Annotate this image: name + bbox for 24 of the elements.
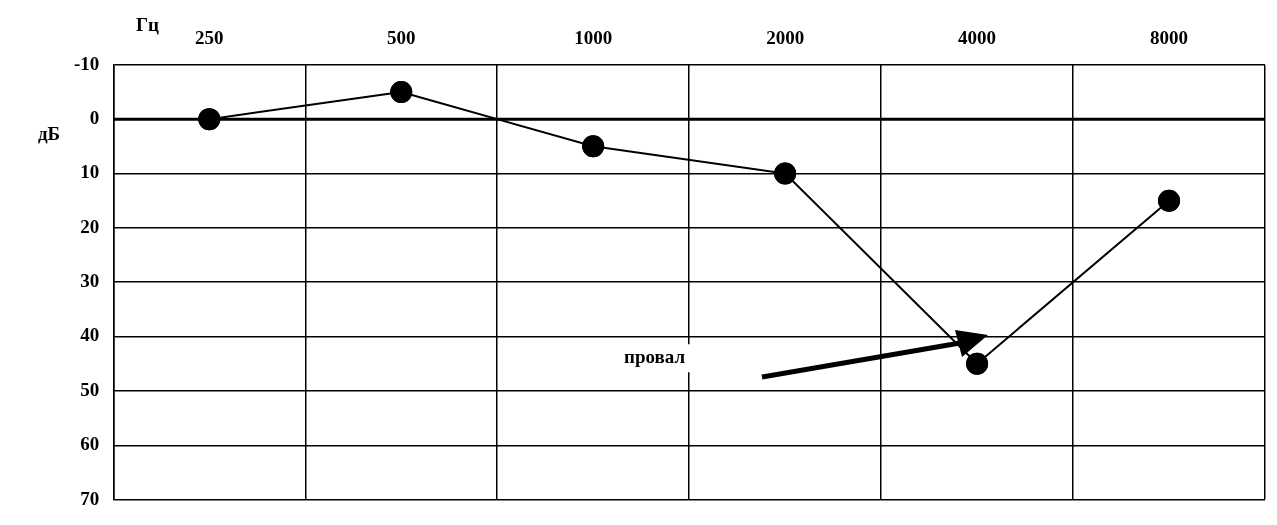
point xyxy=(774,162,797,185)
y-axis-title: дБ xyxy=(38,122,61,144)
y-tick-label: 0 xyxy=(89,107,100,129)
x-tick-label: 1000 xyxy=(574,27,613,49)
x-tick-label: 8000 xyxy=(1150,27,1189,49)
x-tick-label: 250 xyxy=(195,27,224,49)
y-tick-label: 60 xyxy=(80,433,100,455)
y-tick-label: 40 xyxy=(80,324,100,346)
x-tick-label: 2000 xyxy=(766,27,805,49)
y-tick-label: 20 xyxy=(80,215,100,237)
point xyxy=(966,352,989,375)
x-tick-label: 500 xyxy=(387,27,416,49)
y-tick-label: 50 xyxy=(80,378,100,400)
y-tick-label: 10 xyxy=(80,161,100,183)
y-tick-label: 70 xyxy=(80,487,100,509)
point xyxy=(582,135,605,158)
y-tick-label: -10 xyxy=(74,52,100,74)
point xyxy=(390,80,413,103)
point xyxy=(198,108,221,131)
x-axis-title: Гц xyxy=(136,13,160,35)
y-tick-label: 30 xyxy=(80,270,100,292)
x-tick-label: 4000 xyxy=(958,27,997,49)
point xyxy=(1158,189,1181,212)
annotation: провал xyxy=(624,346,686,368)
